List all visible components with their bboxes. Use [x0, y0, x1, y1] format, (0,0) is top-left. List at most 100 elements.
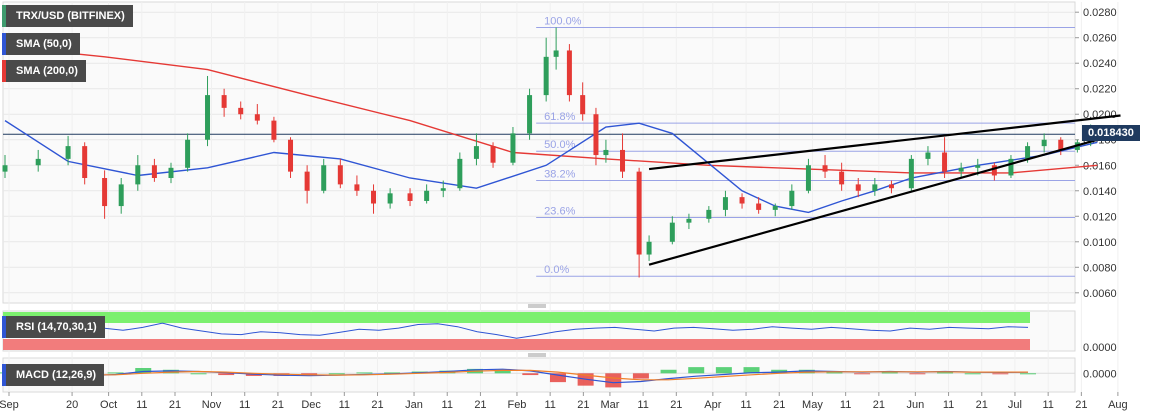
legend-main[interactable]: TRX/USD (BITFINEX): [2, 5, 133, 27]
macd-histogram-bar: [384, 372, 401, 374]
x-tick-label: 11: [943, 399, 954, 411]
x-tick-label: 21: [371, 399, 383, 411]
macd-histogram-bar: [328, 373, 345, 375]
macd-panel-bg: [2, 357, 1076, 393]
x-tick-label: Oct: [100, 399, 117, 411]
candle-body: [205, 95, 211, 140]
x-tick-label: Jul: [1008, 399, 1022, 411]
candle-body: [839, 171, 845, 185]
x-tick-label: 21: [1075, 399, 1087, 411]
x-tick-label: Aug: [1108, 399, 1128, 411]
candle-body: [387, 193, 393, 204]
legend-sma50-label: SMA (50,0): [16, 38, 72, 50]
x-tick-label: 11: [840, 399, 851, 411]
y-tick-label: 0.0260: [1083, 33, 1117, 45]
x-tick-label: 21: [169, 399, 181, 411]
candle-body: [2, 165, 8, 172]
candle-body: [553, 50, 559, 57]
candle-body: [354, 184, 360, 191]
legend-sma200-label: SMA (200,0): [16, 65, 78, 77]
candle-body: [304, 171, 310, 191]
fib-level-label: 0.0%: [544, 264, 569, 276]
candle-body: [686, 218, 692, 223]
candle-body: [646, 241, 652, 255]
y-tick-label: 0.0100: [1083, 237, 1117, 249]
x-tick-label: 11: [1042, 399, 1053, 411]
candle-body: [371, 190, 377, 204]
legend-sma50[interactable]: SMA (50,0): [2, 33, 80, 55]
legend-macd[interactable]: MACD (12,26,9): [2, 364, 105, 386]
last-price-value: 0.018430: [1088, 127, 1134, 139]
candle-body: [135, 165, 141, 185]
trendline: [648, 114, 1121, 171]
candle-body: [510, 133, 516, 163]
candle-body: [958, 167, 964, 172]
legend-sma200[interactable]: SMA (200,0): [2, 60, 86, 82]
x-tick-label: 11: [544, 399, 555, 411]
y-tick-label: 0.0160: [1083, 160, 1117, 172]
x-tick-label: Apr: [704, 399, 721, 411]
legend-macd-label: MACD (12,26,9): [16, 369, 97, 381]
candle-body: [254, 114, 260, 121]
candle-body: [669, 222, 675, 242]
candle-body: [975, 165, 981, 168]
candle-body: [772, 206, 778, 210]
candle-body: [151, 165, 157, 179]
x-tick-label: 21: [272, 399, 284, 411]
legend-rsi[interactable]: RSI (14,70,30,1): [2, 316, 105, 338]
x-tick-label: 21: [873, 399, 885, 411]
candle-body: [739, 197, 745, 204]
candle-body: [603, 149, 609, 156]
fib-level-label: 50.0%: [544, 139, 575, 151]
macd-histogram-bar: [688, 367, 705, 374]
y-tick-label: 0.0140: [1083, 186, 1117, 198]
candle-body: [457, 158, 463, 189]
macd-histogram-bar: [881, 372, 898, 374]
macd-histogram-bar: [937, 372, 954, 374]
macd-histogram-bar: [605, 373, 622, 388]
sma200-line: [4, 45, 1098, 174]
candle-body: [1041, 139, 1047, 147]
x-tick-label: 20: [66, 399, 78, 411]
macd-histogram-bar: [135, 368, 152, 374]
candle-body: [756, 203, 762, 210]
main-panel-bg: [2, 1, 1076, 304]
x-tick-label: 21: [976, 399, 988, 411]
rsi-overbought-zone: [3, 312, 1030, 323]
candle-body: [872, 184, 878, 191]
candle-body: [490, 146, 496, 163]
trendline: [648, 132, 1121, 266]
candle-body: [271, 120, 277, 140]
y-tick-label: 0.0280: [1083, 7, 1117, 19]
x-tick-label: 11: [239, 399, 250, 411]
fib-level-label: 61.8%: [544, 111, 575, 123]
candle-body: [118, 184, 124, 207]
fib-level-label: 100.0%: [544, 16, 582, 28]
candle-body: [580, 95, 586, 115]
candle-body: [722, 197, 728, 210]
macd-histogram-bar: [964, 373, 981, 375]
candle-body: [35, 158, 41, 166]
candle-body: [288, 139, 294, 172]
x-tick-label: 21: [670, 399, 682, 411]
candle-body: [925, 152, 931, 159]
macd-histogram-bar: [660, 369, 677, 374]
candle-body: [185, 139, 191, 168]
last-price-tag: 0.018430: [1082, 125, 1140, 141]
x-tick-label: Jan: [405, 399, 423, 411]
x-tick-label: 11: [136, 399, 147, 411]
legend-main-label: TRX/USD (BITFINEX): [16, 10, 125, 22]
y-tick-label: 0.0060: [1083, 288, 1117, 300]
candle-body: [440, 188, 446, 191]
x-tick-label: 11: [637, 399, 648, 411]
candle-body: [805, 165, 811, 191]
macd-histogram-bar: [909, 373, 926, 375]
candle-body: [82, 146, 88, 179]
macd-histogram-bar: [826, 372, 843, 374]
macd-histogram-bar: [715, 367, 732, 374]
candle-body: [888, 184, 894, 189]
x-tick-label: 11: [442, 399, 453, 411]
candle-body: [407, 193, 413, 201]
fib-level-label: 23.6%: [544, 206, 575, 218]
